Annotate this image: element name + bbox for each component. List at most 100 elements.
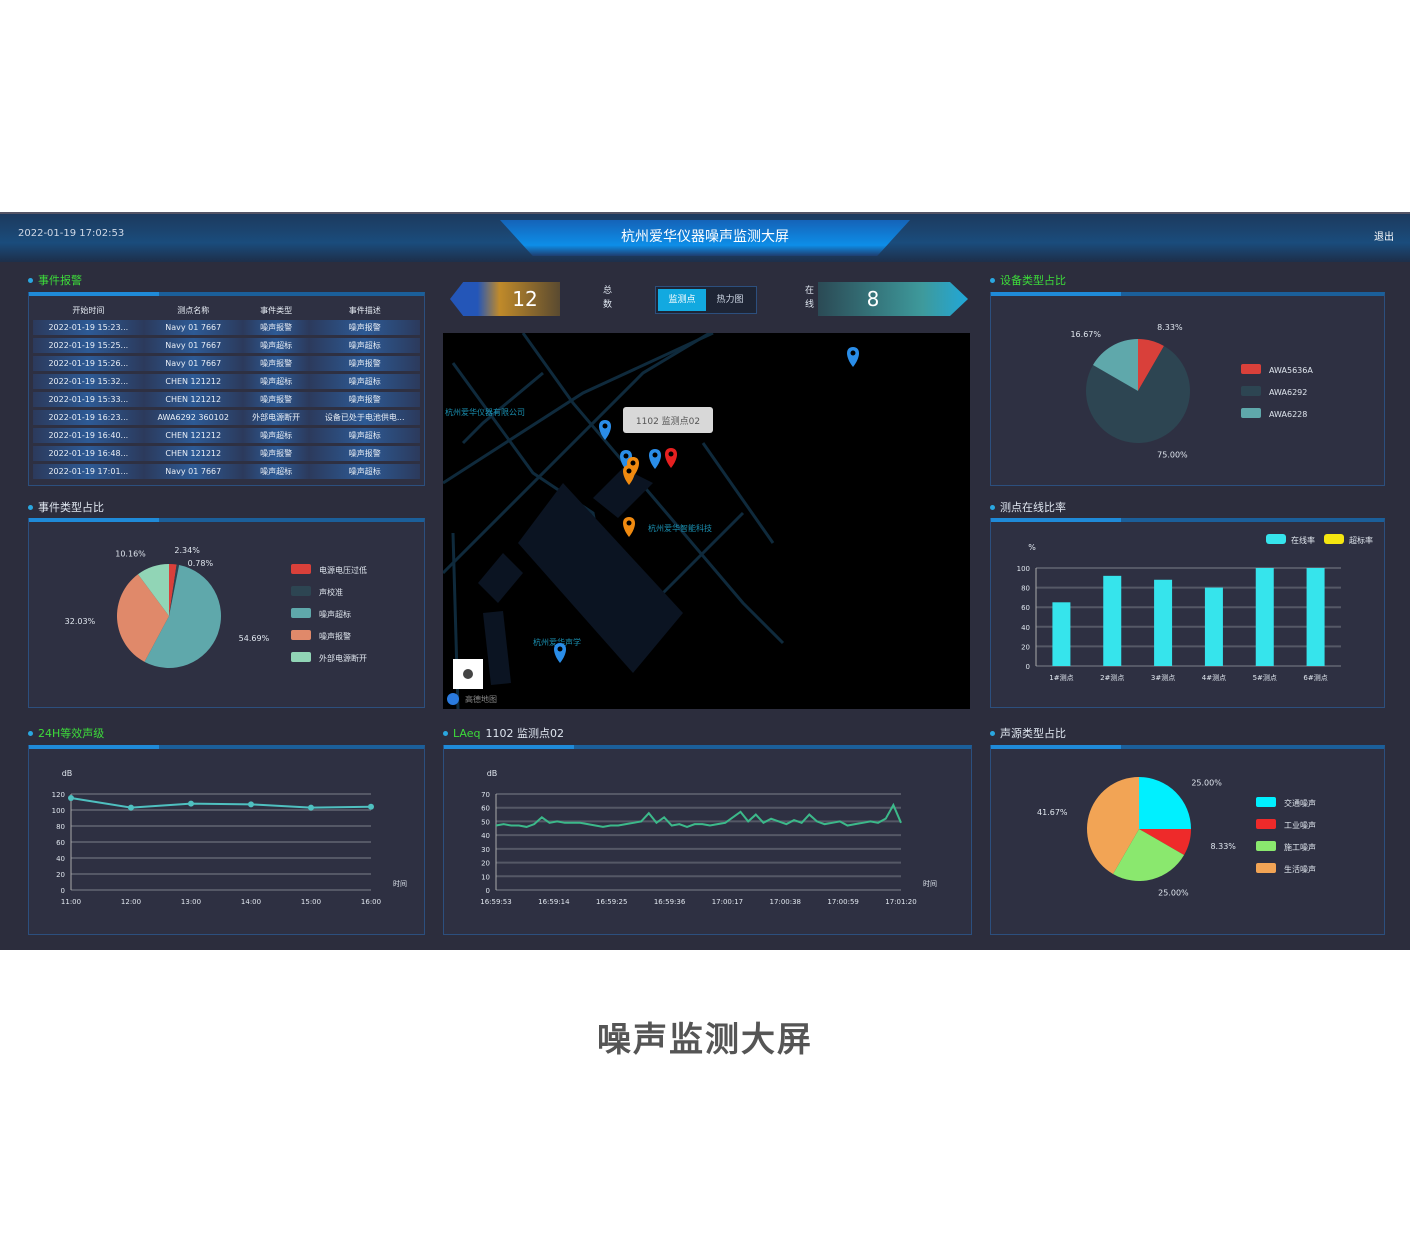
map-marker-icon[interactable] bbox=[623, 465, 635, 485]
legend-label: 超标率 bbox=[1349, 535, 1373, 545]
pie-slice bbox=[1092, 339, 1138, 391]
panel-title-eventtype: 事件类型占比 bbox=[28, 499, 104, 515]
legend-swatch bbox=[291, 564, 311, 574]
pie-slice bbox=[1139, 829, 1191, 855]
online-label: 在线 bbox=[805, 286, 815, 310]
table-row[interactable]: 2022-01-19 16:23... AWA6292 360102 外部电源断开设… bbox=[33, 410, 420, 425]
table-cell: 噪声报警 bbox=[242, 320, 310, 335]
toggle-heatmap[interactable]: 热力图 bbox=[716, 295, 744, 305]
table-cell: 2022-01-19 16:48... bbox=[33, 446, 144, 461]
table-cell: 2022-01-19 16:40... bbox=[33, 428, 144, 443]
y-tick-label: 0 bbox=[1026, 663, 1030, 671]
device-pie-chart: 8.33% AWA5636A 75.00% AWA6292 16.67% AWA6228 bbox=[1070, 323, 1313, 460]
table-row[interactable]: 2022-01-19 17:01... Navy 01 7667 噪声超标 噪声超标 bbox=[33, 464, 420, 479]
table-row[interactable]: 2022-01-19 16:48... CHEN 121212 噪声报警 噪声报警 bbox=[33, 446, 420, 461]
bar bbox=[1306, 568, 1325, 666]
column-header: 事件描述 bbox=[348, 305, 381, 315]
table-row[interactable]: 2022-01-19 15:25... Navy 01 7667 噪声超标 噪声超标 bbox=[33, 338, 420, 353]
table-row[interactable]: 2022-01-19 15:26... Navy 01 7667 噪声报警 噪声报警 bbox=[33, 356, 420, 371]
y-tick-label: 20 bbox=[56, 871, 65, 879]
table-row[interactable]: 2022-01-19 15:23... Navy 01 7667 噪声报警 噪声报警 bbox=[33, 320, 420, 335]
realtime-title-prefix: LAeq bbox=[453, 726, 481, 740]
table-row[interactable]: 2022-01-19 15:33... CHEN 121212 噪声报警 噪声报警 bbox=[33, 392, 420, 407]
column-header: 事件类型 bbox=[260, 305, 293, 315]
y-tick-label: 0 bbox=[486, 887, 490, 895]
pie-slice bbox=[1138, 339, 1164, 391]
x-tick-label: 3#测点 bbox=[1151, 674, 1175, 682]
source-pie-chart: 25.00% 交通噪声 8.33% 工业噪声 25.00% 施工噪声 41.67% 生活噪声 bbox=[1037, 777, 1316, 898]
marker-shape bbox=[847, 347, 859, 367]
eventtype-panel: 2.34% 电源电压过低 0.78% 声校准 54.69% 噪声超标 32.03% 噪声报警 1… bbox=[28, 518, 425, 708]
table-cell: 噪声超标 bbox=[309, 338, 420, 353]
toggle-monitor-points[interactable]: 监测点 bbox=[658, 289, 706, 311]
table-cell: Navy 01 7667 bbox=[143, 338, 243, 353]
page-title: 杭州爱华仪器噪声监测大屏 bbox=[500, 220, 910, 256]
table-cell: 2022-01-19 16:23... bbox=[33, 410, 144, 425]
series-line bbox=[70, 797, 372, 809]
table-row[interactable]: 2022-01-19 15:32... CHEN 121212 噪声超标 噪声超标 bbox=[33, 374, 420, 389]
y-tick-label: 120 bbox=[52, 791, 65, 799]
y-tick-label: 40 bbox=[56, 855, 65, 863]
pie-label: 32.03% bbox=[65, 617, 96, 626]
map-logo-icon bbox=[447, 693, 459, 705]
y-tick-label: 20 bbox=[481, 860, 490, 868]
table-row[interactable]: 2022-01-19 16:40... CHEN 121212 噪声超标 噪声超标 bbox=[33, 428, 420, 443]
map-marker-icon[interactable] bbox=[649, 449, 661, 469]
table-cell: CHEN 121212 bbox=[143, 374, 243, 389]
y-tick-label: 50 bbox=[481, 818, 490, 826]
table-cell: 噪声报警 bbox=[242, 446, 310, 461]
legend-swatch bbox=[291, 630, 311, 640]
hourly-panel: 0 20 40 60 80 100 120 dB 时间 11:00 12:00 13:00 14:00 1… bbox=[28, 745, 425, 935]
legend-label: 施工噪声 bbox=[1284, 842, 1316, 852]
table-cell: 噪声报警 bbox=[242, 356, 310, 371]
y-tick-label: 20 bbox=[1021, 643, 1030, 651]
map-canvas[interactable]: 杭州爱华仪器有限公司 杭州爱华智能科技 杭州爱华声学 1102 监测点02 高德… bbox=[443, 333, 970, 709]
legend-label: 交通噪声 bbox=[1284, 798, 1316, 808]
marker-dot bbox=[557, 646, 563, 652]
pie-label: 0.78% bbox=[188, 559, 214, 568]
map-marker-icon[interactable] bbox=[554, 643, 566, 663]
legend-label: 外部电源断开 bbox=[319, 653, 367, 663]
legend-swatch bbox=[1256, 863, 1276, 873]
x-tick-label: 5#测点 bbox=[1253, 674, 1277, 682]
data-point bbox=[248, 801, 254, 808]
legend-swatch bbox=[1256, 841, 1276, 851]
table-cell: 噪声报警 bbox=[242, 392, 310, 407]
marker-shape bbox=[649, 449, 661, 469]
map-marker-icon[interactable] bbox=[623, 517, 635, 537]
map-marker-icon[interactable] bbox=[847, 347, 859, 367]
x-tick-label: 16:59:14 bbox=[538, 898, 570, 906]
datetime: 2022-01-19 17:02:53 bbox=[18, 228, 125, 239]
events-panel: 开始时间 测点名称 事件类型 事件描述 2022-01-19 15:23... Navy… bbox=[28, 292, 425, 486]
map-attribution: 高德地图 bbox=[465, 694, 497, 704]
exit-button[interactable]: 退出 bbox=[1374, 232, 1394, 243]
pie-slice bbox=[116, 574, 169, 662]
table-cell: 噪声超标 bbox=[309, 428, 420, 443]
map-marker-icon[interactable] bbox=[599, 420, 611, 440]
y-tick-label: 40 bbox=[1021, 624, 1030, 632]
table-cell: 噪声超标 bbox=[242, 428, 310, 443]
series-line bbox=[495, 802, 902, 828]
x-tick-label: 17:01:20 bbox=[885, 898, 916, 906]
events-table: 开始时间 测点名称 事件类型 事件描述 2022-01-19 15:23... Navy… bbox=[33, 300, 420, 482]
marker-dot bbox=[630, 460, 636, 466]
legend-label: AWA5636A bbox=[1269, 366, 1313, 375]
x-axis-label: 时间 bbox=[923, 879, 937, 888]
legend-swatch bbox=[1241, 408, 1261, 418]
y-axis-label: % bbox=[1028, 543, 1036, 552]
pie-slice bbox=[169, 564, 180, 616]
marker-dot bbox=[602, 423, 608, 429]
map-markers bbox=[554, 347, 859, 663]
bar bbox=[1154, 579, 1173, 666]
x-tick-label: 6#测点 bbox=[1303, 674, 1327, 682]
bar bbox=[1255, 568, 1274, 666]
pie-label: 75.00% bbox=[1157, 451, 1188, 460]
marker-shape bbox=[599, 420, 611, 440]
table-cell: AWA6292 360102 bbox=[143, 410, 243, 425]
map[interactable]: 杭州爱华仪器有限公司 杭州爱华智能科技 杭州爱华声学 1102 监测点02 高德… bbox=[443, 333, 970, 709]
legend-label: AWA6292 bbox=[1269, 388, 1307, 397]
x-tick-label: 15:00 bbox=[301, 898, 321, 906]
pie-label: 8.33% bbox=[1210, 842, 1236, 851]
map-buildings bbox=[478, 468, 683, 685]
map-marker-icon[interactable] bbox=[665, 448, 677, 468]
